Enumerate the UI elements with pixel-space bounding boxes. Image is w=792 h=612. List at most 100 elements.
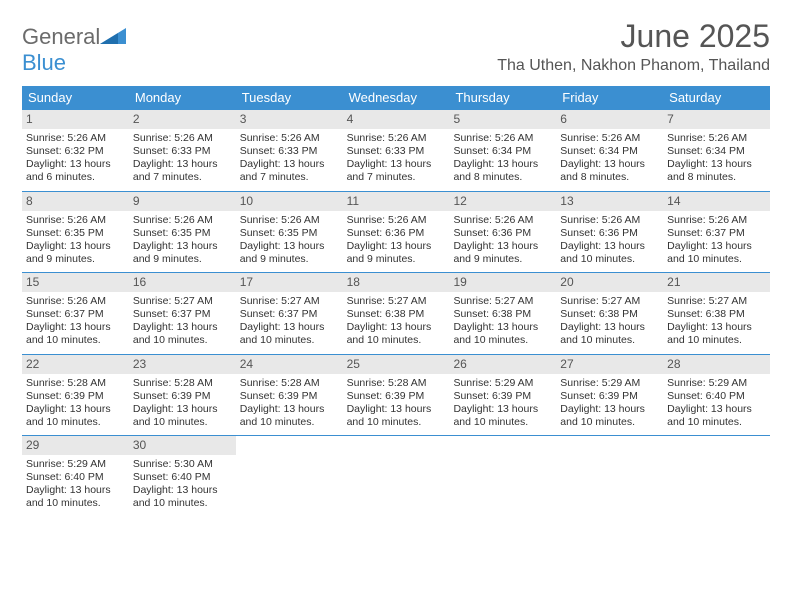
day-details: Sunrise: 5:26 AMSunset: 6:36 PMDaylight:… bbox=[451, 214, 554, 267]
day-number: 4 bbox=[343, 110, 450, 129]
week-row: 1Sunrise: 5:26 AMSunset: 6:32 PMDaylight… bbox=[22, 109, 770, 191]
sunset-line: Sunset: 6:33 PM bbox=[133, 145, 232, 158]
sunrise-line: Sunrise: 5:27 AM bbox=[667, 295, 766, 308]
day-details: Sunrise: 5:29 AMSunset: 6:40 PMDaylight:… bbox=[665, 377, 768, 430]
sunset-line: Sunset: 6:33 PM bbox=[347, 145, 446, 158]
day-details: Sunrise: 5:29 AMSunset: 6:39 PMDaylight:… bbox=[558, 377, 661, 430]
sunset-line: Sunset: 6:38 PM bbox=[347, 308, 446, 321]
day-number: 8 bbox=[22, 192, 129, 211]
calendar: SundayMondayTuesdayWednesdayThursdayFrid… bbox=[22, 86, 770, 517]
day-details: Sunrise: 5:26 AMSunset: 6:34 PMDaylight:… bbox=[451, 132, 554, 185]
day-number: 16 bbox=[129, 273, 236, 292]
sunset-line: Sunset: 6:35 PM bbox=[26, 227, 125, 240]
day-cell: 22Sunrise: 5:28 AMSunset: 6:39 PMDayligh… bbox=[22, 355, 129, 436]
sunset-line: Sunset: 6:38 PM bbox=[453, 308, 552, 321]
day-details: Sunrise: 5:27 AMSunset: 6:37 PMDaylight:… bbox=[238, 295, 341, 348]
day-number: 29 bbox=[22, 436, 129, 455]
day-cell: 27Sunrise: 5:29 AMSunset: 6:39 PMDayligh… bbox=[556, 355, 663, 436]
sunset-line: Sunset: 6:37 PM bbox=[667, 227, 766, 240]
sunrise-line: Sunrise: 5:26 AM bbox=[453, 214, 552, 227]
sunrise-line: Sunrise: 5:26 AM bbox=[133, 214, 232, 227]
sunset-line: Sunset: 6:36 PM bbox=[347, 227, 446, 240]
day-details: Sunrise: 5:26 AMSunset: 6:37 PMDaylight:… bbox=[24, 295, 127, 348]
day-number: 5 bbox=[449, 110, 556, 129]
day-cell: 1Sunrise: 5:26 AMSunset: 6:32 PMDaylight… bbox=[22, 110, 129, 191]
daylight-line: Daylight: 13 hours and 10 minutes. bbox=[26, 484, 125, 510]
day-cell: 21 Sunrise: 5:27 AMSunset: 6:38 PMDayligh… bbox=[663, 273, 770, 354]
day-number: 25 bbox=[343, 355, 450, 374]
day-cell bbox=[236, 436, 343, 517]
day-details: Sunrise: 5:26 AMSunset: 6:34 PMDaylight:… bbox=[558, 132, 661, 185]
sunset-line: Sunset: 6:39 PM bbox=[453, 390, 552, 403]
day-cell: 13Sunrise: 5:26 AMSunset: 6:36 PMDayligh… bbox=[556, 192, 663, 273]
sunrise-line: Sunrise: 5:26 AM bbox=[560, 214, 659, 227]
sunrise-line: Sunrise: 5:27 AM bbox=[240, 295, 339, 308]
daylight-line: Daylight: 13 hours and 8 minutes. bbox=[667, 158, 766, 184]
daylight-line: Daylight: 13 hours and 7 minutes. bbox=[347, 158, 446, 184]
day-details: Sunrise: 5:26 AMSunset: 6:37 PMDaylight:… bbox=[665, 214, 768, 267]
day-number: 21 bbox=[663, 273, 770, 292]
daylight-line: Daylight: 13 hours and 10 minutes. bbox=[347, 403, 446, 429]
sunset-line: Sunset: 6:36 PM bbox=[453, 227, 552, 240]
day-cell: 2 Sunrise: 5:26 AMSunset: 6:33 PMDaylight… bbox=[129, 110, 236, 191]
day-number: 15 bbox=[22, 273, 129, 292]
daylight-line: Daylight: 13 hours and 10 minutes. bbox=[667, 240, 766, 266]
sunrise-line: Sunrise: 5:26 AM bbox=[26, 132, 125, 145]
daylight-line: Daylight: 13 hours and 10 minutes. bbox=[560, 321, 659, 347]
sunrise-line: Sunrise: 5:26 AM bbox=[240, 214, 339, 227]
day-number: 2 bbox=[129, 110, 236, 129]
day-number: 23 bbox=[129, 355, 236, 374]
daylight-line: Daylight: 13 hours and 10 minutes. bbox=[453, 321, 552, 347]
sunset-line: Sunset: 6:39 PM bbox=[240, 390, 339, 403]
day-number: 1 bbox=[22, 110, 129, 129]
sunset-line: Sunset: 6:37 PM bbox=[133, 308, 232, 321]
day-number: 20 bbox=[556, 273, 663, 292]
day-cell: 20Sunrise: 5:27 AMSunset: 6:38 PMDayligh… bbox=[556, 273, 663, 354]
sunset-line: Sunset: 6:39 PM bbox=[133, 390, 232, 403]
daylight-line: Daylight: 13 hours and 10 minutes. bbox=[240, 321, 339, 347]
day-cell: 28Sunrise: 5:29 AMSunset: 6:40 PMDayligh… bbox=[663, 355, 770, 436]
daylight-line: Daylight: 13 hours and 8 minutes. bbox=[560, 158, 659, 184]
day-cell: 26Sunrise: 5:29 AMSunset: 6:39 PMDayligh… bbox=[449, 355, 556, 436]
weeks-container: 1Sunrise: 5:26 AMSunset: 6:32 PMDaylight… bbox=[22, 109, 770, 517]
weekday-header: Saturday bbox=[663, 86, 770, 109]
daylight-line: Daylight: 13 hours and 7 minutes. bbox=[133, 158, 232, 184]
day-number: 6 bbox=[556, 110, 663, 129]
location-label: Tha Uthen, Nakhon Phanom, Thailand bbox=[497, 57, 770, 75]
sunrise-line: Sunrise: 5:26 AM bbox=[347, 132, 446, 145]
day-number: 18 bbox=[343, 273, 450, 292]
day-cell: 19Sunrise: 5:27 AMSunset: 6:38 PMDayligh… bbox=[449, 273, 556, 354]
daylight-line: Daylight: 13 hours and 10 minutes. bbox=[560, 403, 659, 429]
day-details: Sunrise: 5:26 AMSunset: 6:33 PMDaylight:… bbox=[131, 132, 234, 185]
brand-text: General Blue bbox=[22, 24, 126, 76]
sunrise-line: Sunrise: 5:26 AM bbox=[133, 132, 232, 145]
day-details: Sunrise: 5:26 AMSunset: 6:33 PMDaylight:… bbox=[345, 132, 448, 185]
day-cell: 9Sunrise: 5:26 AMSunset: 6:35 PMDaylight… bbox=[129, 192, 236, 273]
sunrise-line: Sunrise: 5:26 AM bbox=[26, 295, 125, 308]
day-details: Sunrise: 5:28 AMSunset: 6:39 PMDaylight:… bbox=[24, 377, 127, 430]
weekday-header: Tuesday bbox=[236, 86, 343, 109]
week-row: 15Sunrise: 5:26 AMSunset: 6:37 PMDayligh… bbox=[22, 272, 770, 354]
day-number: 13 bbox=[556, 192, 663, 211]
day-cell bbox=[663, 436, 770, 517]
day-cell: 12Sunrise: 5:26 AMSunset: 6:36 PMDayligh… bbox=[449, 192, 556, 273]
day-details: Sunrise: 5:29 AMSunset: 6:39 PMDaylight:… bbox=[451, 377, 554, 430]
weekday-header: Thursday bbox=[449, 86, 556, 109]
day-details: Sunrise: 5:27 AMSunset: 6:37 PMDaylight:… bbox=[131, 295, 234, 348]
brand-part1: General bbox=[22, 24, 100, 49]
day-cell: 3Sunrise: 5:26 AMSunset: 6:33 PMDaylight… bbox=[236, 110, 343, 191]
day-details: Sunrise: 5:28 AMSunset: 6:39 PMDaylight:… bbox=[238, 377, 341, 430]
day-cell: 10Sunrise: 5:26 AMSunset: 6:35 PMDayligh… bbox=[236, 192, 343, 273]
day-number: 19 bbox=[449, 273, 556, 292]
logo-triangle-icon bbox=[100, 28, 126, 44]
day-cell: 4 Sunrise: 5:26 AMSunset: 6:33 PMDaylight… bbox=[343, 110, 450, 191]
sunrise-line: Sunrise: 5:30 AM bbox=[133, 458, 232, 471]
sunset-line: Sunset: 6:33 PM bbox=[240, 145, 339, 158]
sunrise-line: Sunrise: 5:26 AM bbox=[240, 132, 339, 145]
daylight-line: Daylight: 13 hours and 9 minutes. bbox=[453, 240, 552, 266]
day-number: 17 bbox=[236, 273, 343, 292]
daylight-line: Daylight: 13 hours and 10 minutes. bbox=[667, 321, 766, 347]
day-details: Sunrise: 5:27 AMSunset: 6:38 PMDaylight:… bbox=[665, 295, 768, 348]
daylight-line: Daylight: 13 hours and 7 minutes. bbox=[240, 158, 339, 184]
daylight-line: Daylight: 13 hours and 9 minutes. bbox=[240, 240, 339, 266]
